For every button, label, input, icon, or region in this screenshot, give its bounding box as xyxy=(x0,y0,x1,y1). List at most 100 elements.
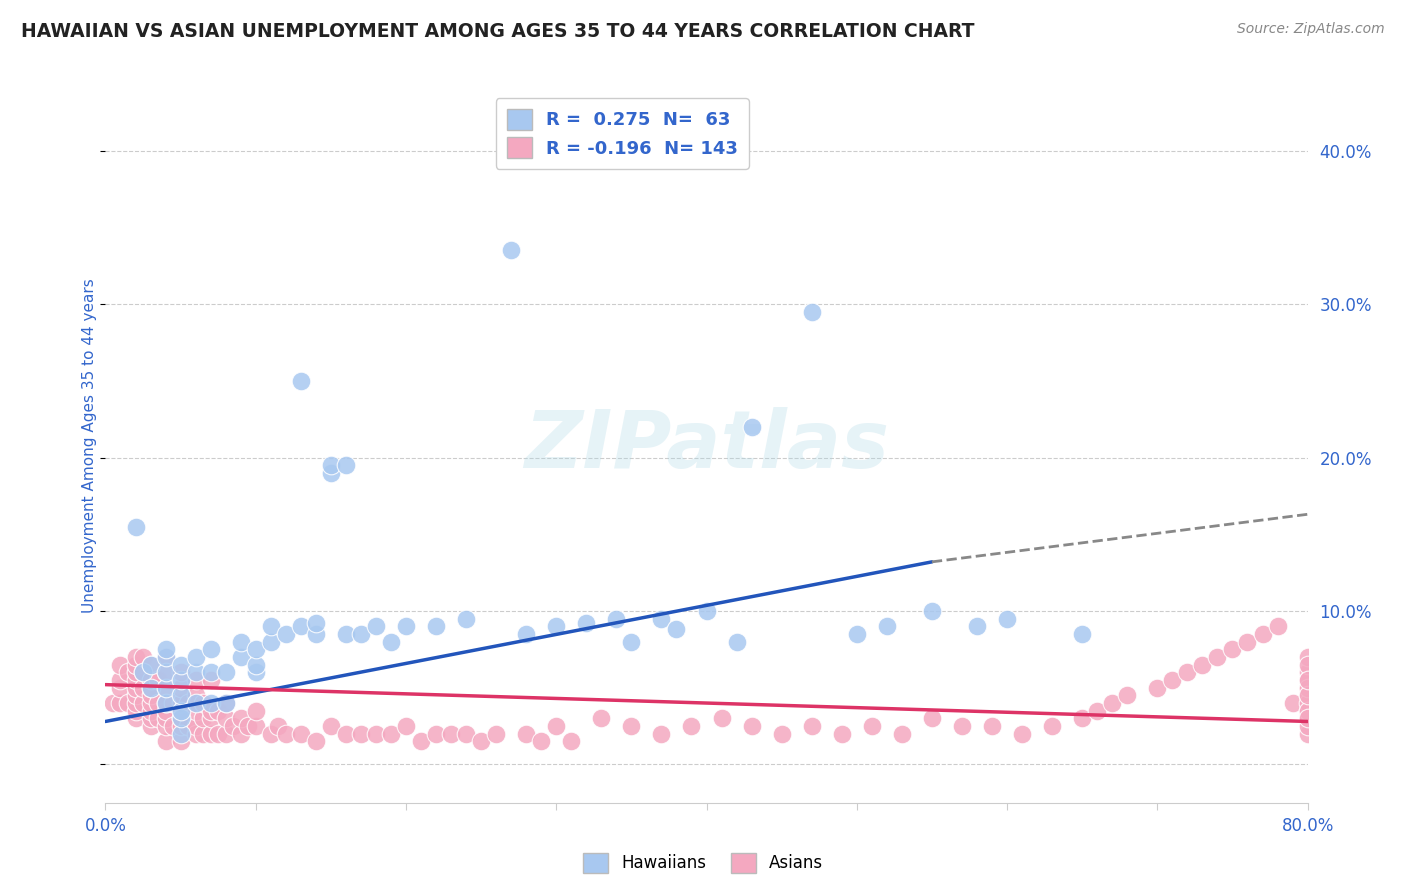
Point xyxy=(1146,681,1168,695)
Point xyxy=(1296,719,1319,733)
Point xyxy=(305,734,328,748)
Point xyxy=(169,689,191,703)
Point xyxy=(1101,696,1123,710)
Point xyxy=(665,623,688,637)
Point xyxy=(110,696,132,710)
Point xyxy=(981,719,1004,733)
Point xyxy=(214,665,236,680)
Point xyxy=(395,619,418,633)
Text: Source: ZipAtlas.com: Source: ZipAtlas.com xyxy=(1237,22,1385,37)
Point xyxy=(681,719,703,733)
Point xyxy=(222,719,245,733)
Point xyxy=(155,696,177,710)
Point xyxy=(139,673,162,687)
Point xyxy=(146,696,169,710)
Point xyxy=(921,711,943,725)
Point xyxy=(1296,673,1319,687)
Point xyxy=(184,719,207,733)
Point xyxy=(169,696,191,710)
Point xyxy=(169,719,191,733)
Point xyxy=(876,619,898,633)
Point xyxy=(155,642,177,657)
Point xyxy=(184,696,207,710)
Point xyxy=(409,734,432,748)
Point xyxy=(364,619,387,633)
Point xyxy=(110,657,132,672)
Point xyxy=(191,696,214,710)
Point xyxy=(155,650,177,665)
Point xyxy=(200,665,222,680)
Point xyxy=(800,304,823,318)
Point xyxy=(1267,619,1289,633)
Point xyxy=(139,719,162,733)
Point xyxy=(650,727,672,741)
Point xyxy=(169,711,191,725)
Point xyxy=(117,665,139,680)
Point xyxy=(124,711,146,725)
Point xyxy=(139,657,162,672)
Point xyxy=(124,689,146,703)
Point xyxy=(1236,634,1258,648)
Point xyxy=(177,719,200,733)
Point xyxy=(305,627,328,641)
Point xyxy=(214,696,236,710)
Point xyxy=(335,458,357,473)
Point xyxy=(425,727,447,741)
Point xyxy=(605,612,627,626)
Point xyxy=(191,711,214,725)
Point xyxy=(319,466,342,480)
Point xyxy=(200,704,222,718)
Point xyxy=(132,650,155,665)
Point xyxy=(710,711,733,725)
Point xyxy=(184,673,207,687)
Point xyxy=(546,719,568,733)
Point xyxy=(725,634,748,648)
Text: HAWAIIAN VS ASIAN UNEMPLOYMENT AMONG AGES 35 TO 44 YEARS CORRELATION CHART: HAWAIIAN VS ASIAN UNEMPLOYMENT AMONG AGE… xyxy=(21,22,974,41)
Point xyxy=(350,727,373,741)
Point xyxy=(950,719,973,733)
Point xyxy=(229,634,252,648)
Point xyxy=(169,734,191,748)
Point xyxy=(380,634,402,648)
Point xyxy=(485,727,508,741)
Point xyxy=(169,665,191,680)
Point xyxy=(139,657,162,672)
Point xyxy=(139,681,162,695)
Point xyxy=(184,704,207,718)
Point xyxy=(335,627,357,641)
Point xyxy=(177,696,200,710)
Point xyxy=(184,689,207,703)
Point xyxy=(267,719,290,733)
Point xyxy=(1296,689,1319,703)
Point xyxy=(860,719,883,733)
Point xyxy=(1296,673,1319,687)
Point xyxy=(1175,665,1198,680)
Point xyxy=(1011,727,1033,741)
Point xyxy=(995,612,1018,626)
Point xyxy=(124,681,146,695)
Point xyxy=(124,704,146,718)
Point xyxy=(124,665,146,680)
Point xyxy=(124,673,146,687)
Point xyxy=(575,616,598,631)
Point xyxy=(229,727,252,741)
Point xyxy=(1296,711,1319,725)
Point xyxy=(155,665,177,680)
Point xyxy=(696,604,718,618)
Point xyxy=(290,374,312,388)
Point xyxy=(132,665,155,680)
Point xyxy=(124,519,146,533)
Point xyxy=(650,612,672,626)
Point xyxy=(214,727,236,741)
Point xyxy=(139,696,162,710)
Point xyxy=(245,719,267,733)
Point xyxy=(139,704,162,718)
Point xyxy=(515,627,537,641)
Point xyxy=(319,719,342,733)
Point xyxy=(169,727,191,741)
Point xyxy=(207,727,229,741)
Point xyxy=(274,727,297,741)
Point xyxy=(124,657,146,672)
Point xyxy=(132,681,155,695)
Point xyxy=(200,642,222,657)
